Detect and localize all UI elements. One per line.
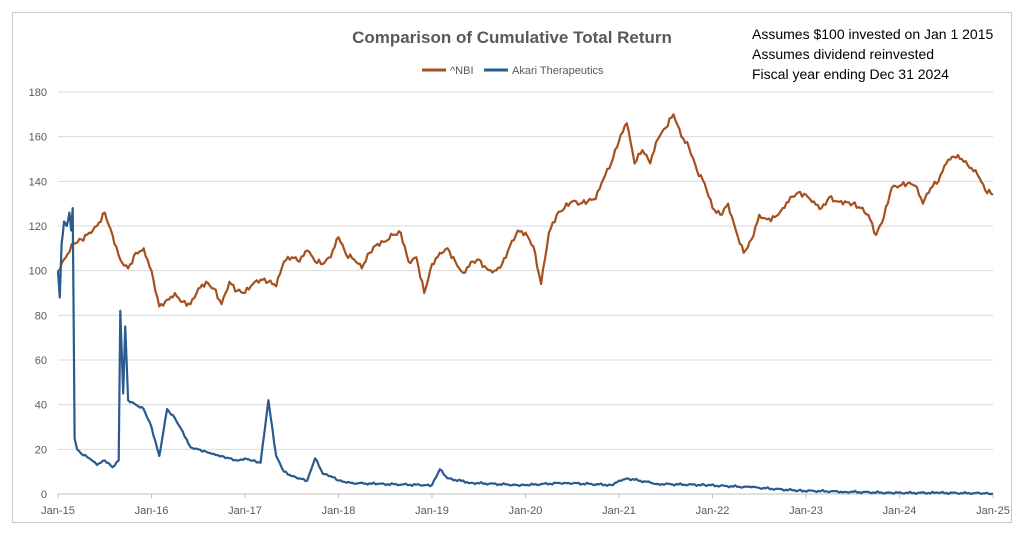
note-investment: Assumes $100 invested on Jan 1 2015 bbox=[752, 26, 994, 42]
x-tick-label: Jan-20 bbox=[509, 505, 543, 517]
series-line-akari bbox=[56, 207, 994, 496]
note-dividend: Assumes dividend reinvested bbox=[752, 46, 935, 62]
x-tick-label: Jan-24 bbox=[883, 505, 917, 517]
y-tick-label: 180 bbox=[29, 87, 47, 99]
x-tick-label: Jan-21 bbox=[602, 505, 636, 517]
legend: ^NBI Akari Therapeutics bbox=[422, 65, 604, 77]
y-tick-label: 60 bbox=[35, 355, 47, 367]
x-tick-label: Jan-22 bbox=[696, 505, 730, 517]
series-line-nbi bbox=[57, 113, 994, 308]
x-tick-label: Jan-19 bbox=[415, 505, 449, 517]
y-tick-label: 160 bbox=[29, 132, 47, 144]
chart-notes: Assumes $100 invested on Jan 1 2015 Assu… bbox=[752, 24, 993, 84]
x-tick-label: Jan-15 bbox=[41, 505, 75, 517]
series-lines bbox=[56, 113, 994, 496]
legend-label-nbi: ^NBI bbox=[450, 65, 474, 77]
y-axis-ticks: 0 20 40 60 80 100 120 140 160 180 bbox=[29, 87, 47, 501]
y-tick-label: 20 bbox=[35, 444, 47, 456]
x-tick-label: Jan-25 bbox=[976, 505, 1010, 517]
chart-frame bbox=[12, 12, 1012, 523]
y-tick-label: 40 bbox=[35, 400, 47, 412]
x-tick-label: Jan-16 bbox=[135, 505, 169, 517]
gridlines bbox=[58, 91, 993, 495]
y-tick-label: 0 bbox=[41, 489, 47, 501]
y-tick-label: 80 bbox=[35, 310, 47, 322]
x-tick-label: Jan-23 bbox=[789, 505, 823, 517]
y-tick-label: 140 bbox=[29, 176, 47, 188]
x-tick-label: Jan-17 bbox=[228, 505, 262, 517]
x-tick-label: Jan-18 bbox=[322, 505, 356, 517]
note-fiscal-year: Fiscal year ending Dec 31 2024 bbox=[752, 66, 949, 82]
y-tick-label: 120 bbox=[29, 221, 47, 233]
x-axis-ticks: Jan-15 Jan-16 Jan-17 Jan-18 Jan-19 Jan-20 Jan-… bbox=[41, 494, 1010, 517]
legend-label-akari: Akari Therapeutics bbox=[512, 65, 604, 77]
y-tick-label: 100 bbox=[29, 266, 47, 278]
chart-title: Comparison of Cumulative Total Return bbox=[352, 28, 672, 47]
